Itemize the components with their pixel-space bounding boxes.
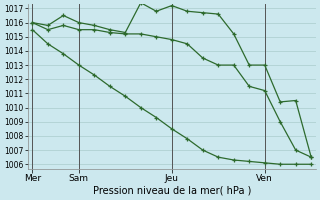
X-axis label: Pression niveau de la mer( hPa ): Pression niveau de la mer( hPa ) xyxy=(92,186,251,196)
